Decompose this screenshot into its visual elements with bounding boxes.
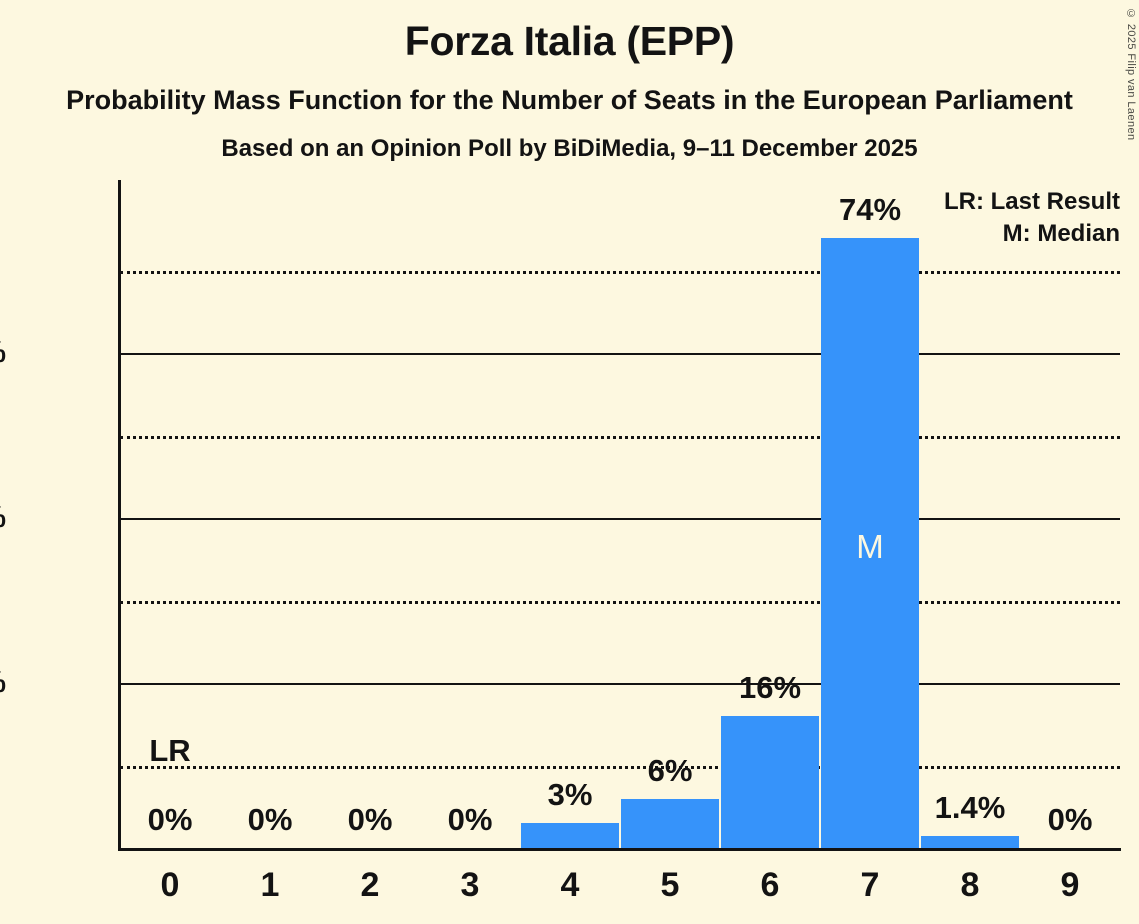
- x-tick-label-9: 9: [1060, 866, 1080, 904]
- x-tick-label-5: 5: [660, 866, 680, 904]
- last-result-marker: LR: [149, 732, 191, 768]
- median-marker: M: [856, 527, 884, 565]
- copyright-notice: © 2025 Filip van Laenen: [1125, 8, 1137, 141]
- y-axis-line: [118, 180, 121, 850]
- x-tick-label-7: 7: [860, 866, 880, 904]
- bar-value-label-1: 0%: [247, 802, 293, 837]
- bar-value-label-0: 0%: [147, 802, 193, 837]
- page-title: Forza Italia (EPP): [404, 18, 735, 64]
- gridline-20: [120, 683, 1120, 685]
- plot-area: M: [118, 180, 1121, 851]
- x-tick-label-1: 1: [260, 866, 280, 904]
- chart-subtitle: Probability Mass Function for the Number…: [66, 85, 1073, 115]
- y-tick-label-40: 40%: [0, 501, 6, 535]
- bar-value-label-7: 74%: [838, 191, 902, 227]
- gridline-10: [120, 765, 1120, 769]
- gridline-40: [120, 518, 1120, 520]
- x-tick-label-3: 3: [460, 866, 480, 904]
- gridline-60: [120, 353, 1120, 355]
- bar-seats-4[interactable]: [521, 823, 619, 848]
- bar-seats-5[interactable]: [621, 798, 719, 848]
- x-tick-label-4: 4: [560, 866, 580, 904]
- bar-seats-8[interactable]: [921, 836, 1019, 848]
- bar-seats-6[interactable]: [721, 716, 819, 848]
- y-tick-label-20: 20%: [0, 666, 6, 700]
- bar-value-label-3: 0%: [447, 802, 493, 837]
- bar-seats-7[interactable]: M: [821, 237, 919, 848]
- gridline-70: [120, 270, 1120, 274]
- x-tick-label-8: 8: [960, 866, 980, 904]
- bar-value-label-6: 16%: [738, 670, 802, 705]
- legend-item-median: M: Median: [1002, 219, 1120, 247]
- bar-value-label-5: 6%: [647, 752, 693, 788]
- bar-value-label-4: 3%: [547, 777, 593, 813]
- y-tick-label-60: 60%: [0, 336, 6, 370]
- x-tick-label-2: 2: [360, 866, 380, 904]
- bar-value-label-8: 1.4%: [934, 790, 1006, 826]
- x-tick-label-0: 0: [160, 866, 180, 904]
- chart-source-line: Based on an Opinion Poll by BiDiMedia, 9…: [221, 135, 918, 162]
- x-axis-line: [118, 848, 1121, 851]
- gridline-50: [120, 435, 1120, 439]
- bar-value-label-9: 0%: [1047, 802, 1093, 837]
- legend-item-last-result: LR: Last Result: [943, 188, 1120, 215]
- legend: LR: Last Result M: Median: [944, 186, 1120, 250]
- bar-value-label-2: 0%: [347, 802, 393, 837]
- gridline-30: [120, 600, 1120, 604]
- x-tick-label-6: 6: [760, 866, 780, 904]
